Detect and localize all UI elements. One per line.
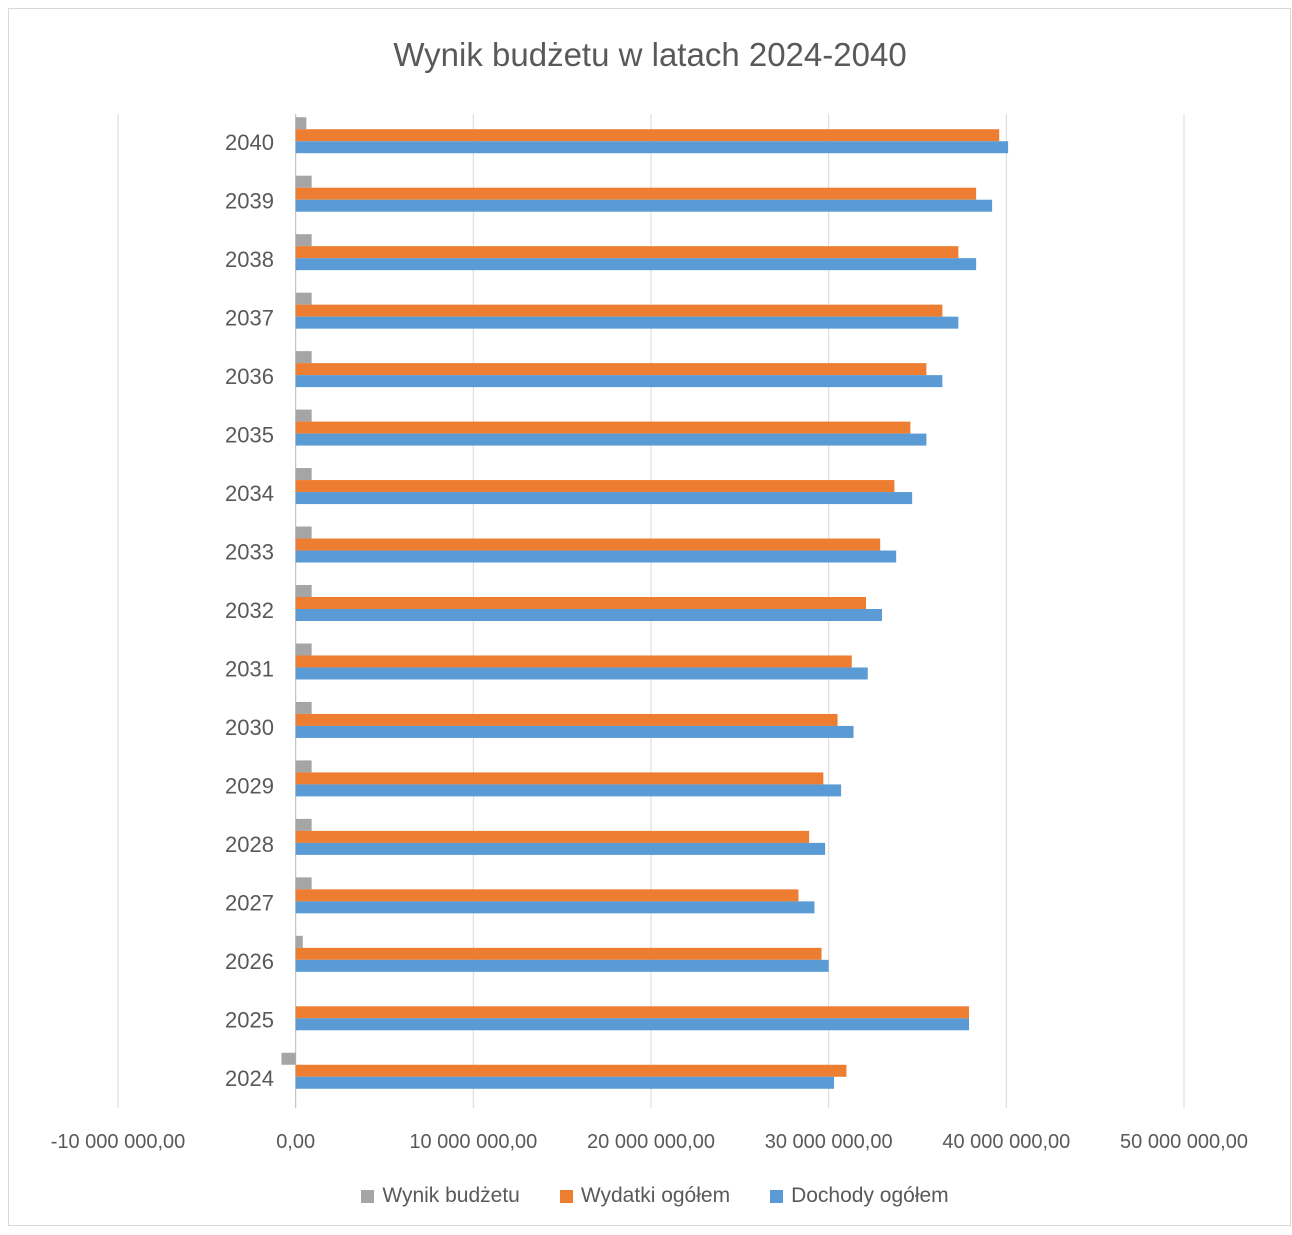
bar-wynik-budżetu-2038	[295, 234, 312, 247]
bar-wydatki-ogółem-2028	[295, 830, 810, 843]
category-label: 2037	[225, 306, 274, 331]
bar-wynik-budżetu-2035	[295, 409, 312, 422]
bar-dochody-ogółem-2036	[295, 375, 943, 388]
category-label: 2036	[225, 364, 274, 389]
bar-wydatki-ogółem-2036	[295, 363, 927, 376]
category-label: 2030	[225, 715, 274, 740]
bar-wynik-budżetu-2028	[295, 818, 312, 831]
bar-wynik-budżetu-2031	[295, 643, 312, 656]
category-label: 2040	[225, 130, 274, 155]
category-label: 2035	[225, 423, 274, 448]
bar-wynik-budżetu-2039	[295, 175, 312, 188]
bar-wynik-budżetu-2029	[295, 760, 312, 773]
bar-wydatki-ogółem-2026	[295, 947, 822, 960]
bar-dochody-ogółem-2034	[295, 492, 913, 505]
bar-wydatki-ogółem-2040	[295, 129, 1000, 142]
bar-dochody-ogółem-2031	[295, 667, 868, 680]
bar-wydatki-ogółem-2038	[295, 246, 959, 259]
x-tick-label: 0,00	[276, 1131, 315, 1153]
bar-wydatki-ogółem-2039	[295, 187, 977, 200]
legend-label: Wydatki ogółem	[580, 1184, 731, 1207]
category-label: 2033	[225, 540, 274, 565]
bar-wynik-budżetu-2033	[295, 526, 312, 539]
x-tick-label: 40 000 000,00	[942, 1131, 1070, 1153]
category-label: 2034	[225, 481, 274, 506]
bar-wynik-budżetu-2024	[281, 1052, 296, 1065]
bar-wydatki-ogółem-2025	[295, 1006, 970, 1019]
bar-dochody-ogółem-2026	[295, 959, 829, 972]
bar-wynik-budżetu-2040	[295, 117, 307, 130]
category-label: 2031	[225, 656, 274, 681]
category-label: 2039	[225, 189, 274, 214]
bar-dochody-ogółem-2035	[295, 433, 927, 446]
x-tick-label: -10 000 000,00	[51, 1131, 186, 1153]
legend-entry: Wydatki ogółem	[559, 1184, 731, 1208]
category-label: 2029	[225, 773, 274, 798]
legend-entry: Dochody ogółem	[770, 1184, 949, 1208]
bar-dochody-ogółem-2028	[295, 842, 826, 855]
bar-dochody-ogółem-2030	[295, 725, 854, 738]
bar-wynik-budżetu-2027	[295, 877, 312, 890]
bar-dochody-ogółem-2040	[295, 141, 1009, 154]
bar-dochody-ogółem-2038	[295, 258, 977, 271]
legend-label: Wynik budżetu	[382, 1184, 520, 1207]
bar-wynik-budżetu-2036	[295, 351, 312, 364]
bar-wydatki-ogółem-2030	[295, 713, 838, 726]
bar-wynik-budżetu-2032	[295, 585, 312, 597]
legend-entry: Wynik budżetu	[361, 1184, 520, 1208]
chart-legend: Wynik budżetu Wydatki ogółem Dochody ogółe…	[0, 1184, 1292, 1208]
category-label: 2038	[225, 247, 274, 272]
bar-wynik-budżetu-2034	[295, 468, 312, 481]
bar-dochody-ogółem-2039	[295, 199, 993, 212]
category-label: 2032	[225, 598, 274, 623]
bar-dochody-ogółem-2027	[295, 901, 815, 914]
bar-wydatki-ogółem-2033	[295, 538, 881, 551]
bar-wydatki-ogółem-2024	[295, 1064, 847, 1077]
bar-wydatki-ogółem-2037	[295, 304, 943, 317]
legend-swatch	[361, 1189, 375, 1203]
legend-swatch	[559, 1189, 573, 1203]
x-tick-label: 30 000 000,00	[765, 1131, 893, 1153]
legend-label: Dochody ogółem	[791, 1184, 949, 1207]
category-label: 2024	[225, 1066, 274, 1091]
bar-dochody-ogółem-2033	[295, 550, 897, 563]
bar-dochody-ogółem-2029	[295, 784, 842, 797]
bar-dochody-ogółem-2024	[295, 1076, 834, 1089]
bar-wydatki-ogółem-2029	[295, 772, 824, 785]
bar-dochody-ogółem-2032	[295, 609, 882, 621]
chart-title: Wynik budżetu w latach 2024-2040	[393, 36, 907, 73]
x-tick-label: 20 000 000,00	[587, 1131, 715, 1153]
bar-wydatki-ogółem-2031	[295, 655, 852, 668]
bar-wydatki-ogółem-2035	[295, 421, 911, 434]
bar-dochody-ogółem-2037	[295, 316, 959, 329]
bar-dochody-ogółem-2025	[295, 1018, 970, 1031]
bar-wydatki-ogółem-2032	[295, 597, 866, 609]
legend-swatch	[770, 1189, 784, 1203]
x-tick-label: 50 000 000,00	[1120, 1131, 1248, 1153]
bar-wynik-budżetu-2026	[295, 935, 303, 948]
bar-wynik-budżetu-2037	[295, 292, 312, 305]
bar-wydatki-ogółem-2027	[295, 889, 799, 902]
category-label: 2025	[225, 1007, 274, 1032]
category-label: 2028	[225, 832, 274, 857]
category-label: 2026	[225, 949, 274, 974]
x-tick-label: 10 000 000,00	[409, 1131, 537, 1153]
bar-wynik-budżetu-2030	[295, 701, 312, 714]
category-label: 2027	[225, 890, 274, 915]
bar-wydatki-ogółem-2034	[295, 480, 895, 493]
